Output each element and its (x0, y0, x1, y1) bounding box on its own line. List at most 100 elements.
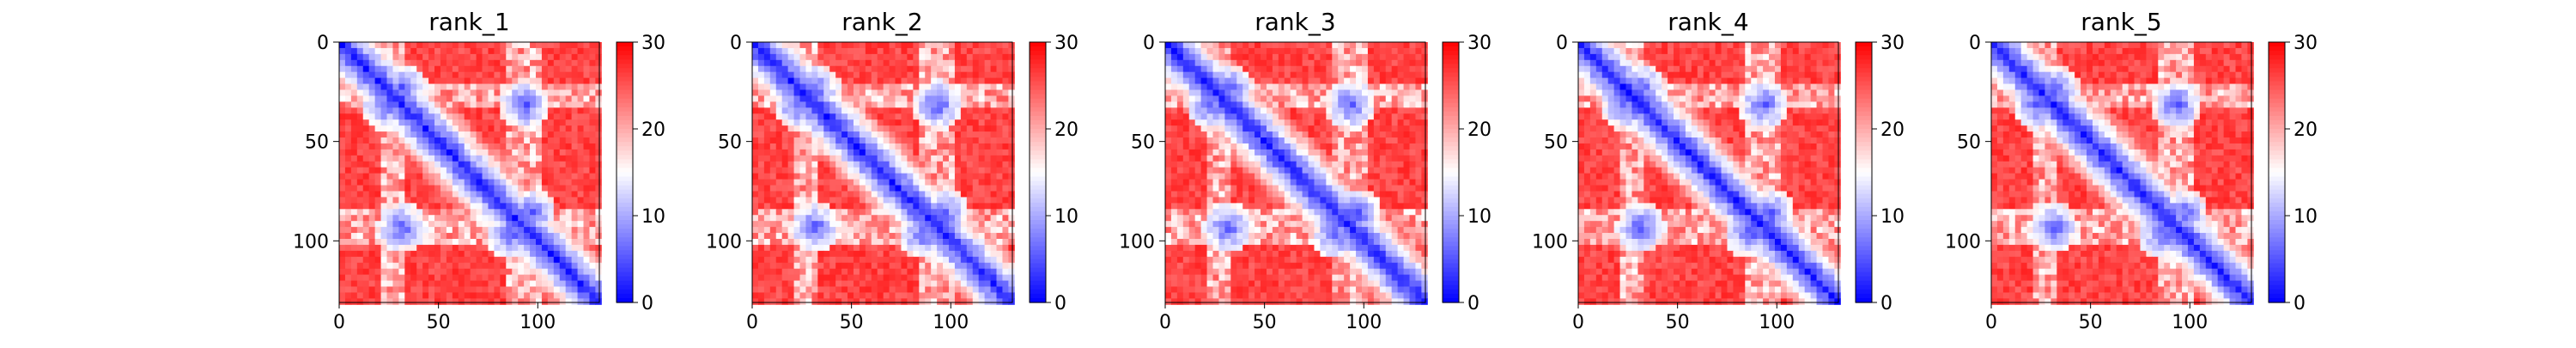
heatmap-cell (440, 174, 447, 180)
heatmap-cell (398, 233, 404, 239)
heatmap-cell (1368, 107, 1374, 113)
heatmap-cell (770, 131, 776, 137)
heatmap-cell (823, 239, 829, 245)
heatmap-cell (560, 227, 566, 233)
heatmap-cell (518, 257, 524, 263)
heatmap-cell (896, 292, 902, 298)
heatmap-cell (854, 180, 860, 186)
heatmap-cell (447, 227, 453, 233)
heatmap-cell (351, 143, 357, 150)
heatmap-cell (1386, 42, 1392, 48)
heatmap-cell (1368, 42, 1374, 48)
heatmap-cell (518, 263, 524, 269)
heatmap-cell (584, 281, 590, 287)
heatmap-cell (1297, 101, 1303, 107)
heatmap-cell (823, 227, 829, 233)
heatmap-cell (595, 191, 601, 197)
heatmap-cell (345, 113, 351, 119)
heatmap-cell (925, 251, 931, 257)
heatmap-cell (1356, 95, 1362, 101)
heatmap-cell (805, 215, 811, 221)
heatmap-cell (985, 251, 991, 257)
heatmap-cell (829, 48, 835, 54)
heatmap-cell (1165, 66, 1171, 72)
heatmap-cell (471, 66, 477, 72)
heatmap-cell (1303, 156, 1309, 162)
heatmap-cell (1421, 107, 1427, 113)
heatmap-cell (375, 60, 381, 66)
heatmap-cell (907, 215, 913, 221)
heatmap-cell (817, 54, 823, 60)
heatmap-cell (1380, 107, 1386, 113)
heatmap-cell (387, 60, 393, 66)
heatmap-cell (572, 72, 578, 78)
heatmap-cell (465, 90, 471, 96)
heatmap-cell (536, 239, 542, 245)
heatmap-cell (872, 269, 878, 275)
heatmap-cell (381, 168, 387, 174)
heatmap-cell (764, 78, 770, 84)
heatmap-cell (973, 203, 979, 209)
heatmap-cell (1421, 113, 1427, 119)
heatmap-cell (422, 174, 428, 180)
heatmap-cell (997, 215, 1003, 221)
heatmap-cell (1421, 119, 1427, 125)
heatmap-cell (913, 143, 919, 150)
heatmap-cell (829, 227, 835, 233)
heatmap-cell (919, 66, 925, 72)
heatmap-cell (1273, 101, 1279, 107)
heatmap-cell (764, 245, 770, 251)
heatmap-cell (782, 191, 788, 197)
heatmap-cell (884, 298, 890, 304)
heatmap-cell (1171, 42, 1177, 48)
heatmap-cell (363, 209, 369, 215)
heatmap-cell (548, 203, 554, 209)
heatmap-cell (471, 156, 477, 162)
heatmap-cell (483, 197, 489, 203)
heatmap-cell (823, 72, 829, 78)
heatmap-cell (991, 275, 997, 281)
heatmap-cell (1218, 162, 1224, 168)
heatmap-cell (770, 66, 776, 72)
heatmap-cell (410, 275, 416, 281)
heatmap-cell (351, 113, 357, 119)
heatmap-cell (973, 275, 979, 281)
heatmap-cell (589, 95, 595, 101)
heatmap-cell (997, 292, 1003, 298)
heatmap-cell (363, 245, 369, 251)
heatmap-cell (800, 150, 806, 156)
heatmap-cell (447, 119, 453, 125)
heatmap-cell (1008, 113, 1014, 119)
heatmap-cell (440, 292, 447, 298)
heatmap-cell (410, 257, 416, 263)
heatmap-cell (860, 174, 866, 180)
heatmap-cell (554, 257, 560, 263)
heatmap-cell (500, 119, 506, 125)
heatmap-cell (788, 239, 794, 245)
colorbar-segment (1030, 233, 1046, 238)
heatmap-cell (1314, 84, 1320, 90)
heatmap-cell (811, 174, 817, 180)
heatmap-cell (1380, 84, 1386, 90)
heatmap-cell (1002, 197, 1008, 203)
heatmap-cell (512, 287, 518, 293)
heatmap-cell (758, 143, 764, 150)
heatmap-cell (1410, 48, 1416, 54)
heatmap-cell (536, 72, 542, 78)
heatmap-cell (548, 209, 554, 215)
heatmap-cell (943, 287, 949, 293)
heatmap-cell (465, 95, 471, 101)
heatmap-cell (841, 221, 848, 227)
heatmap-cell (937, 66, 943, 72)
heatmap-cell (589, 54, 595, 60)
heatmap-cell (901, 239, 907, 245)
heatmap-cell (1320, 162, 1326, 168)
heatmap-cell (1224, 84, 1230, 90)
heatmap-cell (357, 209, 363, 215)
heatmap-cell (1303, 150, 1309, 156)
heatmap-cell (949, 281, 955, 287)
heatmap-cell (854, 162, 860, 168)
heatmap-cell (997, 233, 1003, 239)
heatmap-cell (829, 125, 835, 131)
heatmap-cell (345, 287, 351, 293)
